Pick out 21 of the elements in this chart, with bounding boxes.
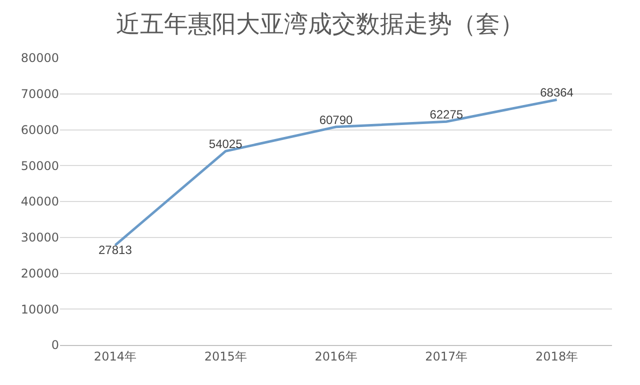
y-tick-label: 10000 — [20, 302, 59, 316]
y-tick-label: 50000 — [20, 158, 59, 173]
data-label: 27813 — [98, 243, 132, 258]
data-label: 54025 — [208, 137, 243, 152]
y-tick-label: 80000 — [20, 51, 59, 66]
x-tick-label: 2015年 — [204, 349, 247, 364]
x-tick-label: 2017年 — [425, 349, 468, 364]
chart-title: 近五年惠阳大亚湾成交数据走势（套） — [116, 11, 524, 38]
y-tick-label: 30000 — [20, 230, 59, 245]
y-tick-label: 0 — [51, 338, 59, 352]
data-label: 68364 — [540, 86, 574, 100]
x-tick-label: 2014年 — [94, 349, 136, 364]
data-label: 60790 — [319, 112, 354, 127]
y-tick-label: 20000 — [20, 266, 59, 280]
y-tick-label: 70000 — [20, 87, 59, 102]
data-label: 62275 — [430, 108, 464, 122]
y-tick-label: 60000 — [20, 122, 59, 137]
x-tick-label: 2018年 — [536, 349, 578, 364]
y-tick-label: 40000 — [20, 194, 59, 209]
x-tick-label: 2016年 — [314, 349, 358, 364]
line-series — [114, 98, 558, 246]
